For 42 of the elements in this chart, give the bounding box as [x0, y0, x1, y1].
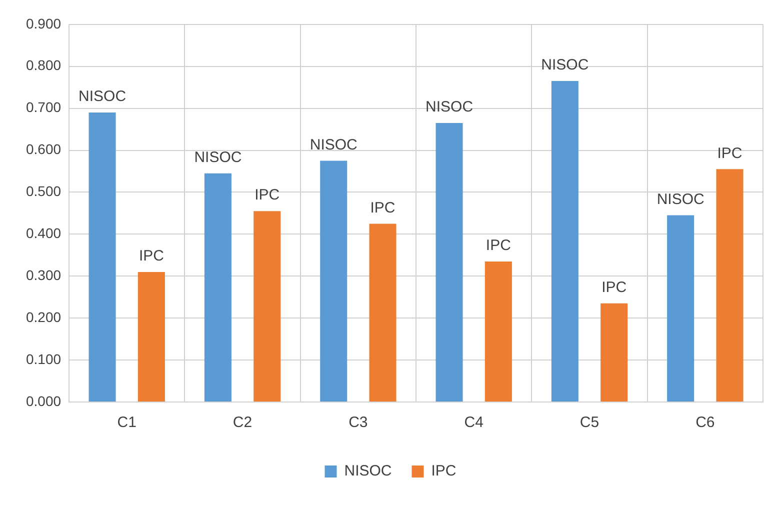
bar — [88, 112, 116, 402]
y-tick-label: 0.600 — [26, 141, 62, 158]
bar — [204, 173, 232, 402]
data-label: IPC — [602, 279, 627, 296]
x-tick-label: C5 — [580, 414, 600, 432]
y-tick-label: 0.700 — [26, 99, 62, 116]
bar — [254, 211, 281, 402]
data-label: IPC — [717, 144, 742, 162]
legend-label: IPC — [431, 462, 456, 480]
data-label: IPC — [370, 199, 396, 216]
y-tick-label: 0.400 — [26, 225, 62, 242]
x-tick-label: C4 — [464, 414, 484, 432]
y-tick-label: 0.300 — [26, 266, 62, 283]
bar — [600, 303, 628, 402]
data-label: IPC — [254, 186, 280, 204]
data-label: IPC — [138, 248, 164, 265]
x-tick-label: C6 — [696, 414, 715, 432]
legend-label: NISOC — [344, 462, 392, 480]
data-label: NISOC — [426, 98, 474, 116]
bar — [551, 81, 578, 402]
data-label: NISOC — [541, 56, 589, 74]
bar — [716, 169, 744, 402]
bar — [484, 261, 512, 402]
bar — [369, 224, 396, 402]
x-tick-label: C2 — [232, 414, 252, 432]
y-tick-label: 0.100 — [26, 350, 62, 367]
y-tick-label: 0.500 — [26, 183, 62, 200]
x-tick-label: C1 — [117, 414, 136, 432]
data-label: NISOC — [78, 88, 126, 106]
y-tick-label: 0.800 — [26, 57, 62, 74]
data-label: IPC — [486, 237, 512, 254]
data-label: NISOC — [656, 190, 705, 208]
x-tick-label: C3 — [348, 414, 368, 432]
y-tick-label: 0.900 — [26, 15, 62, 32]
data-label: NISOC — [194, 148, 242, 166]
data-label: NISOC — [310, 136, 358, 154]
y-tick-label: 0.000 — [26, 392, 62, 409]
bar — [436, 122, 463, 402]
bar — [320, 160, 348, 402]
bar — [138, 272, 165, 402]
bar — [667, 215, 694, 402]
y-tick-label: 0.200 — [26, 308, 62, 325]
